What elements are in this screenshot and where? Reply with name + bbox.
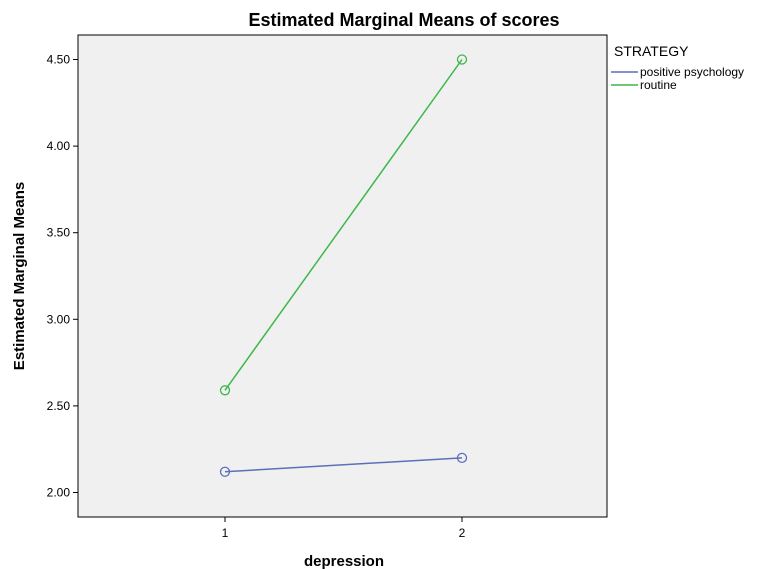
legend-label: routine [640,78,677,92]
y-axis: 2.00 2.50 3.00 3.50 4.00 4.50 [47,53,78,500]
chart-title: Estimated Marginal Means of scores [248,10,559,30]
data-point [219,385,231,396]
y-tick-label: 4.00 [47,139,71,153]
data-point [456,54,468,65]
y-tick-label: 3.50 [47,226,71,240]
y-tick-label: 2.00 [47,486,71,500]
series-layer [219,54,468,477]
y-tick-label: 4.50 [47,53,71,67]
series-line-1 [224,59,463,391]
x-axis-title: depression [304,553,384,569]
legend-title: STRATEGY [614,43,689,59]
y-tick-label: 3.00 [47,312,71,326]
legend-label: positive psychology [640,65,744,79]
y-tick-label: 2.50 [47,399,71,413]
series-line-0 [224,457,463,473]
plot-area [77,34,608,518]
x-tick-label: 2 [459,526,466,540]
x-tick-label: 1 [222,526,229,540]
data-point [456,452,468,464]
data-point [219,466,231,477]
y-axis-title: Estimated Marginal Means [11,182,28,370]
